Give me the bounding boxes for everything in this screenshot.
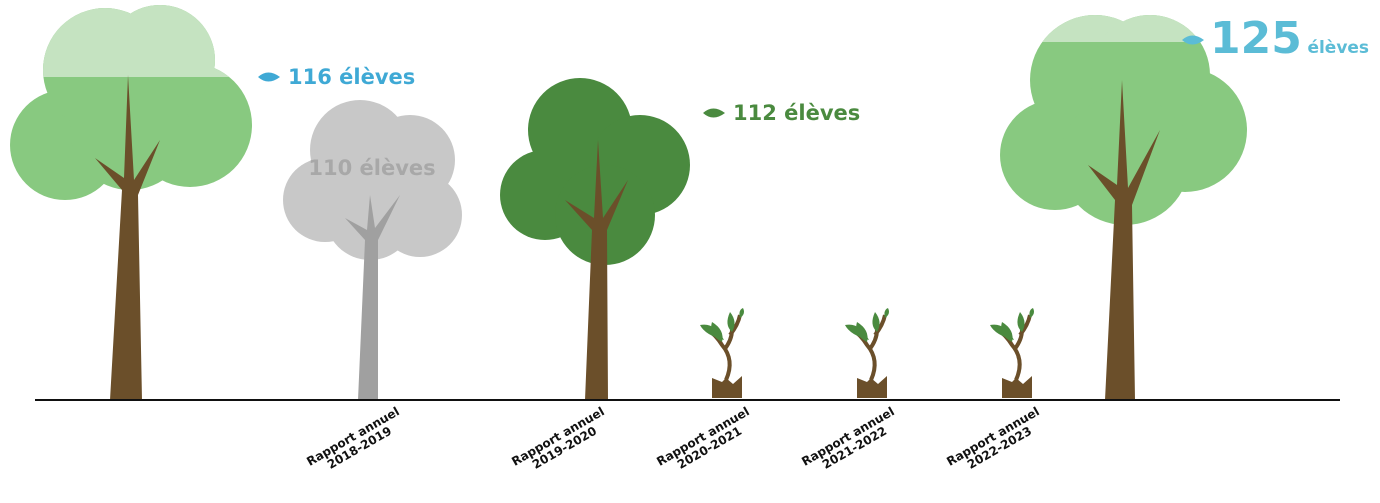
tree-2023 <box>1000 15 1247 400</box>
count: 110 <box>308 156 352 180</box>
report-label: Rapport annuel2020-2021 <box>654 404 758 480</box>
report-labels: Rapport annuel2018-2019 Rapport annuel201… <box>304 404 1048 480</box>
tree-2017 <box>10 5 252 400</box>
unit: élèves <box>784 101 860 125</box>
report-label: Rapport annuel2019-2020 <box>509 404 613 480</box>
sprout <box>700 308 744 398</box>
report-label: Rapport annuel2022-2023 <box>944 404 1048 480</box>
count-label: 110 élèves <box>308 156 435 180</box>
infographic: 116 élèves 110 élèves 112 élèves <box>0 0 1380 503</box>
count-label: 116 élèves <box>248 65 415 89</box>
tree-2018 <box>283 100 462 400</box>
svg-text:116 élèves: 116 élèves <box>288 65 415 89</box>
svg-text:112 élèves: 112 élèves <box>733 101 860 125</box>
unit: élèves <box>339 65 415 89</box>
unit: élèves <box>360 156 436 180</box>
svg-text:125 élèves: 125 élèves <box>1210 13 1369 64</box>
count-label: 112 élèves <box>693 101 860 125</box>
report-label: Rapport annuel2021-2022 <box>799 404 903 480</box>
count: 112 <box>733 101 777 125</box>
report-label: Rapport annuel2018-2019 <box>304 404 408 480</box>
count: 125 <box>1210 13 1302 64</box>
count: 116 <box>288 65 332 89</box>
unit: élèves <box>1307 38 1369 58</box>
sprout <box>990 308 1034 398</box>
sprout <box>845 308 889 398</box>
tree-2019 <box>500 78 690 400</box>
